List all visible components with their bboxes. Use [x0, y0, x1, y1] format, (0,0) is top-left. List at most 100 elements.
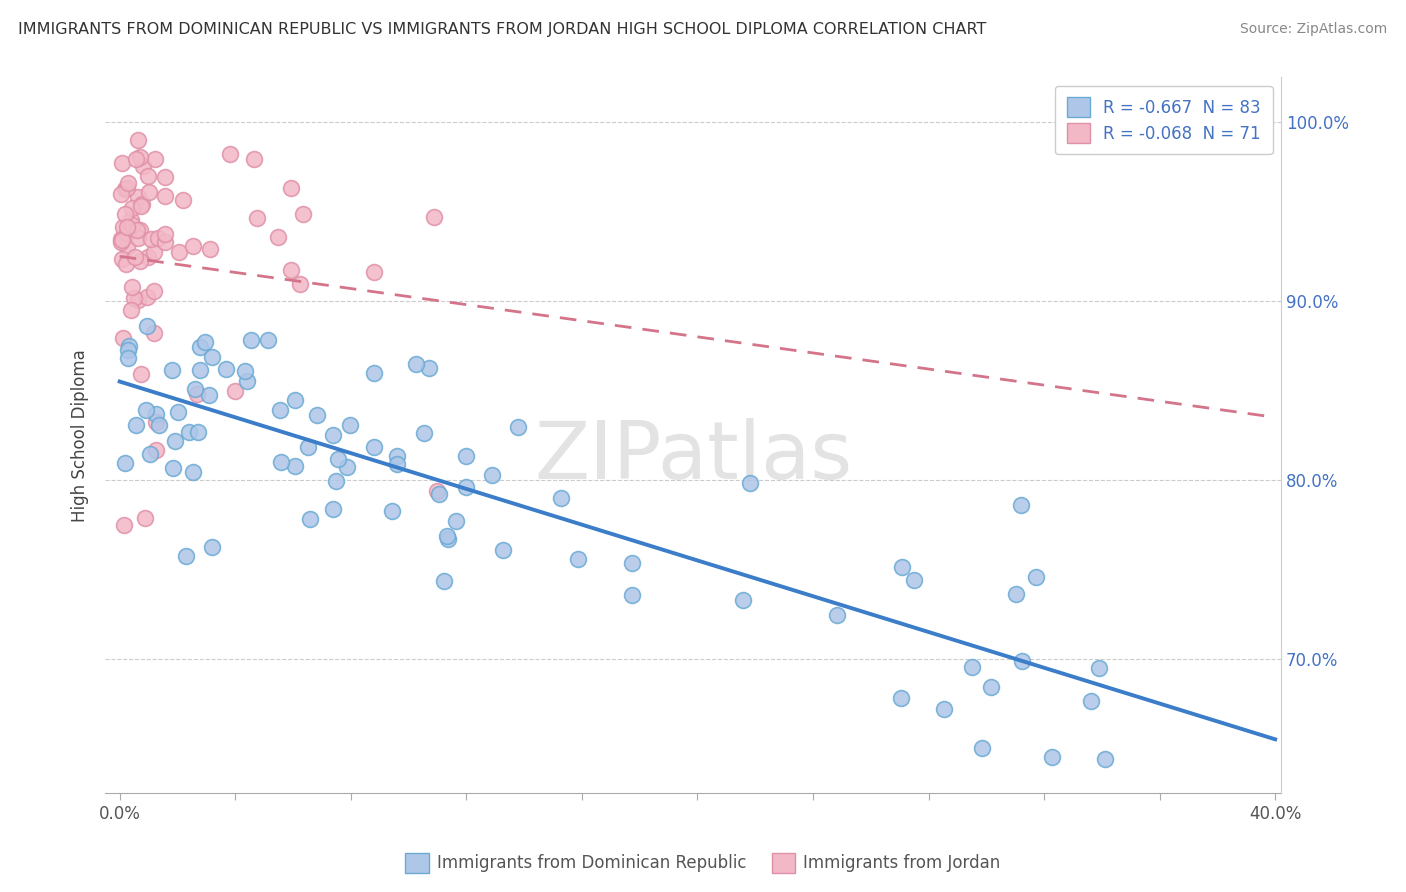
Point: [176, 549, 198, 564]
Point: [179, 425, 201, 439]
Point: [405, 357, 427, 371]
Point: [127, 222, 149, 236]
Point: [135, 402, 157, 417]
Point: [1094, 751, 1116, 765]
Point: [243, 152, 266, 166]
Point: [433, 574, 456, 588]
Point: [129, 222, 152, 236]
Point: [298, 512, 321, 526]
Point: [139, 447, 162, 461]
Point: [145, 407, 167, 421]
Point: [153, 235, 176, 250]
Point: [326, 452, 349, 467]
Point: [143, 285, 166, 299]
Point: [127, 293, 149, 307]
Point: [280, 263, 302, 277]
Point: [111, 220, 134, 235]
Legend: Immigrants from Dominican Republic, Immigrants from Jordan: Immigrants from Dominican Republic, Immi…: [399, 847, 1007, 880]
Point: [111, 233, 134, 247]
Point: [903, 574, 925, 588]
Point: [385, 457, 408, 471]
Point: [139, 232, 162, 246]
Point: [194, 334, 217, 349]
Point: [972, 740, 994, 755]
Point: [117, 177, 139, 191]
Point: [142, 326, 165, 340]
Point: [1087, 660, 1109, 674]
Point: [134, 511, 156, 525]
Text: ZIPatlas: ZIPatlas: [534, 417, 852, 496]
Point: [162, 363, 184, 377]
Point: [290, 277, 312, 291]
Point: [124, 251, 146, 265]
Point: [115, 240, 138, 254]
Point: [284, 392, 307, 407]
Point: [960, 660, 983, 674]
Point: [129, 367, 152, 381]
Point: [145, 443, 167, 458]
Point: [115, 181, 138, 195]
Point: [620, 588, 643, 602]
Point: [456, 450, 478, 464]
Point: [136, 319, 159, 334]
Point: [125, 417, 148, 432]
Point: [120, 303, 142, 318]
Point: [162, 461, 184, 475]
Point: [127, 133, 149, 147]
Point: [111, 155, 134, 169]
Point: [423, 210, 446, 224]
Point: [257, 333, 280, 347]
Point: [110, 252, 132, 267]
Point: [322, 428, 344, 442]
Point: [114, 456, 136, 470]
Point: [148, 418, 170, 433]
Point: [934, 702, 956, 716]
Point: [738, 476, 761, 491]
Point: [136, 169, 159, 183]
Point: [143, 244, 166, 259]
Point: [413, 425, 436, 440]
Point: [481, 468, 503, 483]
Point: [125, 153, 148, 167]
Point: [114, 206, 136, 220]
Point: [121, 280, 143, 294]
Point: [291, 207, 314, 221]
Point: [110, 186, 132, 201]
Point: [492, 543, 515, 558]
Point: [131, 197, 153, 211]
Point: [215, 361, 238, 376]
Point: [111, 331, 134, 345]
Point: [118, 339, 141, 353]
Point: [267, 230, 290, 244]
Point: [1005, 587, 1028, 601]
Point: [110, 235, 132, 249]
Point: [280, 181, 302, 195]
Point: [136, 289, 159, 303]
Point: [201, 350, 224, 364]
Point: [246, 211, 269, 225]
Point: [181, 239, 204, 253]
Point: [284, 458, 307, 473]
Point: [731, 592, 754, 607]
Point: [236, 374, 259, 388]
Point: [188, 363, 211, 377]
Point: [127, 231, 149, 245]
Point: [980, 681, 1002, 695]
Point: [122, 291, 145, 305]
Point: [387, 449, 409, 463]
Point: [418, 360, 440, 375]
Point: [167, 244, 190, 259]
Text: Source: ZipAtlas.com: Source: ZipAtlas.com: [1240, 22, 1388, 37]
Point: [506, 420, 529, 434]
Point: [120, 213, 142, 227]
Point: [186, 387, 208, 401]
Legend: R = -0.667  N = 83, R = -0.068  N = 71: R = -0.667 N = 83, R = -0.068 N = 71: [1054, 86, 1272, 154]
Point: [136, 250, 159, 264]
Point: [363, 264, 385, 278]
Point: [198, 242, 221, 256]
Point: [165, 434, 187, 448]
Point: [167, 405, 190, 419]
Point: [218, 146, 240, 161]
Point: [297, 440, 319, 454]
Point: [426, 484, 449, 499]
